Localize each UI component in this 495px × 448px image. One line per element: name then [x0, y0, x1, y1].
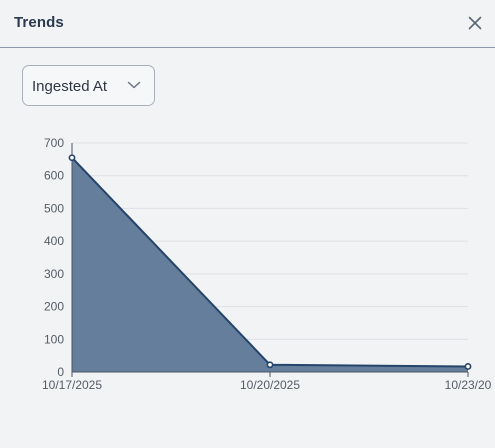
- y-tick-label: 0: [57, 365, 64, 379]
- data-point: [464, 363, 472, 370]
- x-tick-label: 10/23/20: [445, 378, 492, 392]
- close-icon: [468, 16, 482, 30]
- data-point: [266, 361, 274, 369]
- close-button[interactable]: [464, 12, 486, 34]
- select-value: Ingested At: [32, 78, 108, 95]
- trend-chart: 0 100 200 300 400 500 600 700 10/17/2025 10/20/20…: [42, 136, 492, 392]
- dialog-title: Trends: [14, 14, 64, 31]
- x-tick-label: 10/17/2025: [42, 378, 102, 392]
- y-tick-label: 600: [44, 169, 64, 183]
- chevron-down-icon: [127, 81, 141, 89]
- y-tick-label: 400: [44, 234, 64, 248]
- data-point: [68, 154, 76, 162]
- trend-field-select[interactable]: Ingested At: [22, 65, 155, 106]
- area-fill: [72, 157, 468, 372]
- y-tick-label: 200: [44, 300, 64, 314]
- y-tick-label: 300: [44, 267, 64, 281]
- y-tick-label: 500: [44, 201, 64, 215]
- dialog-header: Trends: [0, 0, 495, 48]
- x-tick-label: 10/20/2025: [240, 378, 300, 392]
- y-tick-label: 100: [44, 332, 64, 346]
- y-tick-label: 700: [44, 136, 64, 150]
